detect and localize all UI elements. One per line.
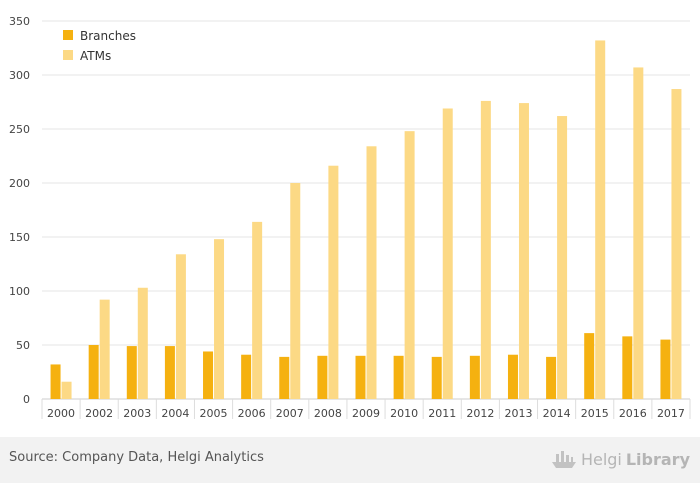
x-tick-label: 2002 xyxy=(85,407,113,420)
bar-branches xyxy=(317,355,328,399)
x-tick-label: 2015 xyxy=(581,407,609,420)
bar-atms xyxy=(137,287,148,399)
bar-atms xyxy=(252,221,263,399)
bar-atms xyxy=(557,116,568,399)
legend: Branches ATMs xyxy=(63,29,136,63)
bar-atms xyxy=(442,108,453,399)
x-tick-label: 2016 xyxy=(619,407,647,420)
gridlines xyxy=(42,20,690,400)
y-tick-label: 0 xyxy=(23,393,30,406)
y-tick-label: 50 xyxy=(16,339,30,352)
bar-branches xyxy=(355,355,366,399)
bar-branches xyxy=(622,336,633,399)
x-tick-label: 2004 xyxy=(161,407,189,420)
brand-name-bold: Library xyxy=(625,449,690,469)
y-tick-label: 300 xyxy=(9,69,30,82)
bar-atms xyxy=(214,239,225,399)
x-tick-label: 2008 xyxy=(314,407,342,420)
source-note: Source: Company Data, Helgi Analytics xyxy=(9,450,264,465)
x-tick-label: 2006 xyxy=(238,407,266,420)
bar-branches xyxy=(546,356,557,399)
legend-label-atms: ATMs xyxy=(80,49,111,63)
bar-atms xyxy=(175,254,186,399)
bar-atms xyxy=(595,40,606,399)
bar-atms xyxy=(290,183,301,399)
bar-branches xyxy=(50,364,61,399)
x-tick-label: 2007 xyxy=(276,407,304,420)
bar-branches xyxy=(393,355,404,399)
y-tick-label: 150 xyxy=(9,231,30,244)
y-tick-label: 350 xyxy=(9,15,30,28)
legend-swatch-branches xyxy=(63,30,73,40)
bar-branches xyxy=(203,351,214,399)
bar-atms xyxy=(61,381,72,399)
x-tick-label: 2012 xyxy=(466,407,494,420)
bar-atms xyxy=(404,131,415,399)
bar-branches xyxy=(88,345,99,399)
footer xyxy=(0,437,700,483)
x-axis-ticks: 2000 2002 2003 2004 2005 2006 2007 2008 2009 2010… xyxy=(41,399,691,420)
bar-branches xyxy=(164,346,175,399)
x-tick-label: 2009 xyxy=(352,407,380,420)
y-tick-label: 100 xyxy=(9,285,30,298)
bar-atms xyxy=(480,100,491,400)
x-tick-label: 2010 xyxy=(390,407,418,420)
bar-branches xyxy=(507,354,518,399)
x-tick-label: 2014 xyxy=(543,407,571,420)
bar-branches xyxy=(660,339,671,399)
brand-name-light: Helgi xyxy=(580,449,622,469)
ship-icon xyxy=(551,451,576,468)
bar-atms xyxy=(99,299,110,399)
bar-branches xyxy=(584,333,595,399)
legend-label-branches: Branches xyxy=(80,29,136,43)
x-tick-label: 2011 xyxy=(428,407,456,420)
bars xyxy=(50,40,682,400)
y-tick-label: 250 xyxy=(9,123,30,136)
brand-logo[interactable]: Helgi Library xyxy=(551,449,690,469)
legend-swatch-atms xyxy=(63,50,73,60)
bar-branches xyxy=(431,356,442,399)
x-tick-label: 2000 xyxy=(47,407,75,420)
y-axis-ticks: 0 50 100 150 200 250 300 350 xyxy=(9,15,30,406)
bar-branches xyxy=(279,356,290,399)
bar-branches xyxy=(469,355,480,399)
bar-atms xyxy=(518,103,529,399)
bar-atms xyxy=(633,67,644,399)
y-tick-label: 200 xyxy=(9,177,30,190)
x-tick-label: 2003 xyxy=(123,407,151,420)
bar-branches xyxy=(126,346,137,399)
bar-atms xyxy=(328,165,339,399)
x-tick-label: 2005 xyxy=(200,407,228,420)
bar-branches xyxy=(241,354,252,399)
x-tick-label: 2013 xyxy=(504,407,532,420)
bar-atms xyxy=(366,146,377,399)
x-tick-label: 2017 xyxy=(657,407,685,420)
bar-atms xyxy=(671,89,682,399)
